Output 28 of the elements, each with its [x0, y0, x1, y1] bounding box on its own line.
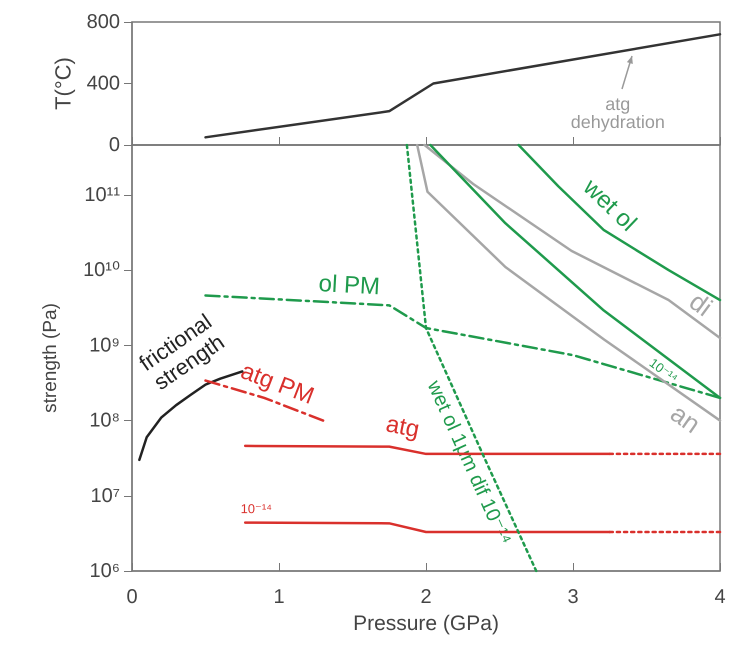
y-tick-label: 10⁹	[89, 334, 120, 356]
y-tick-label: 800	[86, 11, 120, 33]
text: 10⁻¹⁴	[646, 355, 680, 386]
x-tick-label: 1	[273, 586, 285, 608]
text: atg PM	[237, 357, 318, 410]
series-label: ol PM	[318, 270, 381, 300]
text: atg	[384, 410, 422, 444]
y-axis-title: strength (Pa)	[40, 303, 61, 413]
y-axis-title: T(°C)	[50, 57, 76, 110]
y-tick-label: 10⁶	[90, 560, 120, 582]
text: di	[684, 286, 718, 322]
y-tick-label: 10¹⁰	[83, 259, 120, 282]
text: an	[665, 398, 706, 440]
line-series	[204, 33, 722, 139]
y-tick-label: 10⁸	[89, 410, 120, 432]
y-tick-label: 0	[108, 134, 120, 156]
x-tick-label: 4	[714, 586, 726, 608]
series-label: 10⁻¹⁴	[240, 501, 272, 516]
line-series	[423, 144, 722, 340]
text: wet ol	[577, 173, 642, 237]
y-tick-label: 400	[86, 72, 120, 94]
y-tick-label: 10¹¹	[84, 184, 120, 206]
x-tick-label: 2	[420, 586, 432, 608]
x-tick-label: 3	[567, 586, 579, 608]
y-tick-label: 10⁷	[90, 484, 120, 507]
x-axis-title: Pressure (GPa)	[353, 612, 499, 635]
x-tick-label: 0	[126, 586, 138, 608]
annotation: atg dehydration	[570, 94, 665, 132]
